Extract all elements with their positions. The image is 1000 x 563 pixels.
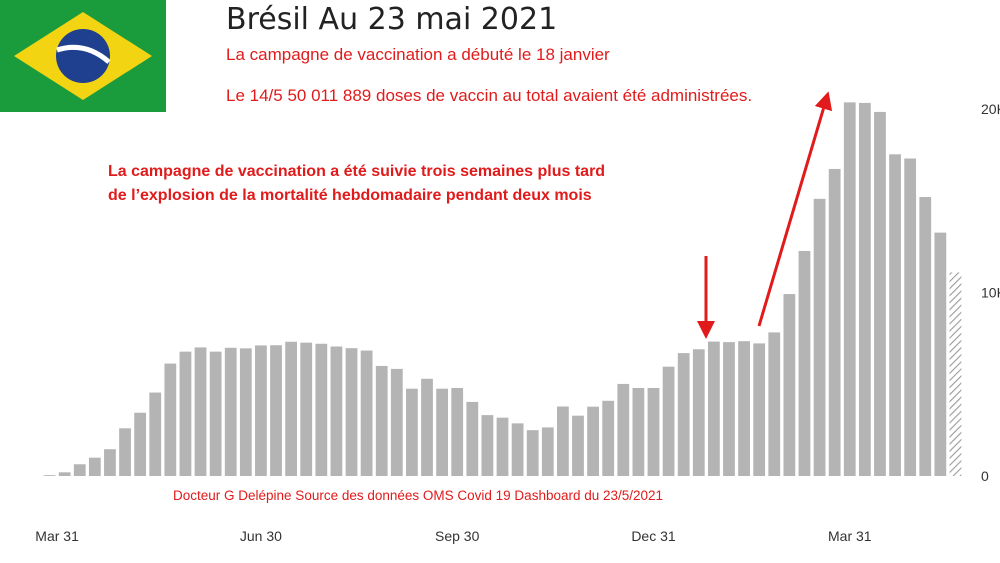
y-axis-ticks: 0 10K 20K — [981, 101, 1000, 484]
source-note: Docteur G Delépine Source des données OM… — [173, 488, 664, 503]
bar — [511, 423, 524, 476]
flag-globe — [56, 29, 110, 83]
x-tick-label: Sep 30 — [435, 528, 480, 544]
bar — [164, 363, 177, 476]
bar — [360, 350, 373, 476]
bar — [239, 348, 252, 476]
bar — [224, 347, 237, 476]
x-tick-label: Dec 31 — [631, 528, 676, 544]
bar — [43, 475, 56, 476]
bar — [557, 406, 569, 476]
bar — [481, 415, 494, 476]
bar — [692, 349, 705, 476]
bar — [768, 332, 781, 476]
bar — [858, 102, 871, 477]
bar — [707, 341, 720, 476]
bar — [541, 427, 554, 476]
bar — [934, 232, 947, 476]
bar — [119, 428, 131, 476]
bars-group — [43, 102, 962, 477]
bar — [270, 345, 282, 476]
annotation-line-1: La campagne de vaccination a été suivie … — [108, 163, 606, 180]
bar — [798, 250, 811, 476]
bar — [813, 198, 826, 477]
bar — [843, 102, 856, 476]
subtitle-doses-total: Le 14/5 50 011 889 doses de vaccin au to… — [226, 86, 753, 105]
bar — [58, 472, 71, 476]
bar — [662, 366, 675, 476]
bar — [572, 415, 584, 476]
bar — [904, 158, 917, 476]
bar — [330, 346, 343, 476]
bar — [285, 341, 298, 476]
bar — [88, 457, 101, 476]
y-tick-label: 10K — [981, 285, 1000, 301]
bar — [466, 401, 479, 476]
bar — [315, 343, 328, 476]
bar — [723, 342, 735, 476]
bar — [73, 464, 86, 476]
bar — [104, 449, 116, 476]
annotation-line-2: de l’explosion de la mortalité hebdomada… — [108, 187, 592, 204]
bar — [632, 387, 645, 476]
bar — [602, 400, 615, 476]
bar — [451, 387, 464, 476]
bar — [587, 406, 599, 476]
bar — [194, 347, 207, 476]
bar — [406, 388, 418, 476]
x-tick-label: Mar 31 — [828, 528, 872, 544]
bar — [526, 430, 539, 476]
bar — [134, 412, 147, 476]
bar-partial-week — [949, 272, 962, 476]
bar — [300, 342, 313, 476]
x-tick-label: Mar 31 — [35, 528, 79, 544]
x-tick-label: Jun 30 — [240, 528, 282, 544]
bar — [496, 417, 509, 476]
bar — [647, 387, 660, 476]
rising-arrow — [757, 91, 833, 327]
flag-band — [56, 44, 111, 64]
bar — [209, 351, 222, 476]
page-title: Brésil Au 23 mai 2021 — [226, 2, 558, 37]
bar — [179, 351, 192, 476]
bar — [390, 368, 403, 476]
bar — [919, 197, 932, 476]
y-tick-label: 20K — [981, 101, 1000, 117]
y-tick-label: 0 — [981, 468, 989, 484]
bar — [753, 343, 766, 476]
bar — [738, 341, 750, 476]
bar — [828, 168, 841, 476]
bar — [436, 388, 448, 476]
bar — [677, 353, 690, 476]
bar — [375, 365, 388, 476]
bar — [345, 348, 358, 476]
bar — [421, 378, 433, 476]
x-axis-ticks: Mar 31 Jun 30 Sep 30 Dec 31 Mar 31 — [35, 528, 871, 544]
annotation-text: La campagne de vaccination a été suivie … — [108, 160, 605, 208]
bar — [889, 154, 901, 477]
bar — [783, 294, 796, 476]
brazil-flag-icon — [0, 0, 166, 112]
bar — [255, 345, 267, 476]
subtitle-campaign-start: La campagne de vaccination a débuté le 1… — [226, 45, 610, 64]
bar — [874, 111, 886, 477]
bar — [149, 392, 162, 476]
bar — [617, 383, 630, 476]
